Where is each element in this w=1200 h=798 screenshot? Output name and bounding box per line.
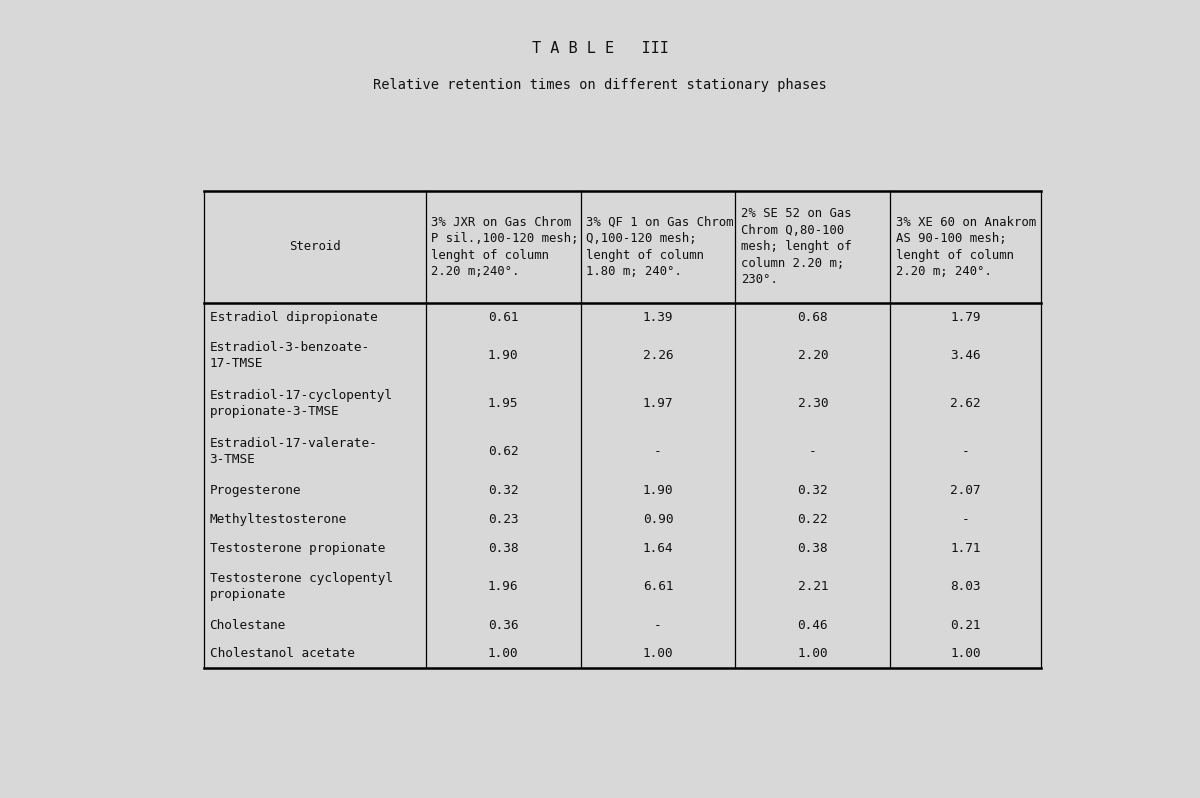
Text: Estradiol-3-benzoate-
17-TMSE: Estradiol-3-benzoate- 17-TMSE — [210, 341, 370, 370]
Text: 1.90: 1.90 — [488, 349, 518, 362]
Text: 1.79: 1.79 — [950, 310, 980, 324]
Text: 1.71: 1.71 — [950, 542, 980, 555]
Text: 1.97: 1.97 — [643, 397, 673, 410]
Text: Steroid: Steroid — [289, 240, 341, 253]
Text: 0.22: 0.22 — [798, 513, 828, 526]
Text: Cholestane: Cholestane — [210, 618, 286, 632]
Text: Progesterone: Progesterone — [210, 484, 301, 497]
Text: 0.23: 0.23 — [488, 513, 518, 526]
Text: Testosterone propionate: Testosterone propionate — [210, 542, 385, 555]
Text: 0.38: 0.38 — [488, 542, 518, 555]
Text: 1.90: 1.90 — [643, 484, 673, 497]
Text: 2.30: 2.30 — [798, 397, 828, 410]
Text: 2.20: 2.20 — [798, 349, 828, 362]
Text: 1.00: 1.00 — [643, 647, 673, 661]
Text: 1.95: 1.95 — [488, 397, 518, 410]
Text: -: - — [654, 618, 662, 632]
Text: 0.32: 0.32 — [488, 484, 518, 497]
Text: -: - — [809, 445, 817, 458]
Text: Estradiol dipropionate: Estradiol dipropionate — [210, 310, 377, 324]
Text: Cholestanol acetate: Cholestanol acetate — [210, 647, 354, 661]
Text: 1.96: 1.96 — [488, 580, 518, 593]
Text: 3% JXR on Gas Chrom
P sil.,100-120 mesh;
lenght of column
2.20 m;240°.: 3% JXR on Gas Chrom P sil.,100-120 mesh;… — [431, 215, 578, 278]
Text: Methyltestosterone: Methyltestosterone — [210, 513, 347, 526]
Text: 0.68: 0.68 — [798, 310, 828, 324]
Text: 1.00: 1.00 — [950, 647, 980, 661]
Text: Relative retention times on different stationary phases: Relative retention times on different st… — [373, 78, 827, 93]
Text: 1.64: 1.64 — [643, 542, 673, 555]
Text: 6.61: 6.61 — [643, 580, 673, 593]
Text: Estradiol-17-valerate-
3-TMSE: Estradiol-17-valerate- 3-TMSE — [210, 437, 377, 466]
Text: 2.26: 2.26 — [643, 349, 673, 362]
Text: 2% SE 52 on Gas
Chrom Q,80-100
mesh; lenght of
column 2.20 m;
230°.: 2% SE 52 on Gas Chrom Q,80-100 mesh; len… — [742, 207, 852, 286]
Text: 0.61: 0.61 — [488, 310, 518, 324]
Text: Estradiol-17-cyclopentyl
propionate-3-TMSE: Estradiol-17-cyclopentyl propionate-3-TM… — [210, 389, 392, 418]
Text: 3% QF 1 on Gas Chrom
Q,100-120 mesh;
lenght of column
1.80 m; 240°.: 3% QF 1 on Gas Chrom Q,100-120 mesh; len… — [586, 215, 733, 278]
Text: 0.38: 0.38 — [798, 542, 828, 555]
Text: 2.21: 2.21 — [798, 580, 828, 593]
Text: -: - — [961, 445, 970, 458]
Text: 2.07: 2.07 — [950, 484, 980, 497]
Text: -: - — [961, 513, 970, 526]
Text: 1.39: 1.39 — [643, 310, 673, 324]
Text: 0.32: 0.32 — [798, 484, 828, 497]
Text: 0.46: 0.46 — [798, 618, 828, 632]
Text: 2.62: 2.62 — [950, 397, 980, 410]
Text: T A B L E   III: T A B L E III — [532, 41, 668, 57]
Text: -: - — [654, 445, 662, 458]
Text: 8.03: 8.03 — [950, 580, 980, 593]
Text: 3.46: 3.46 — [950, 349, 980, 362]
Text: 0.62: 0.62 — [488, 445, 518, 458]
Text: 0.36: 0.36 — [488, 618, 518, 632]
Text: Testosterone cyclopentyl
propionate: Testosterone cyclopentyl propionate — [210, 572, 392, 601]
Text: 1.00: 1.00 — [798, 647, 828, 661]
Text: 0.90: 0.90 — [643, 513, 673, 526]
Text: 0.21: 0.21 — [950, 618, 980, 632]
Text: 1.00: 1.00 — [488, 647, 518, 661]
Text: 3% XE 60 on Anakrom
AS 90-100 mesh;
lenght of column
2.20 m; 240°.: 3% XE 60 on Anakrom AS 90-100 mesh; leng… — [896, 215, 1036, 278]
